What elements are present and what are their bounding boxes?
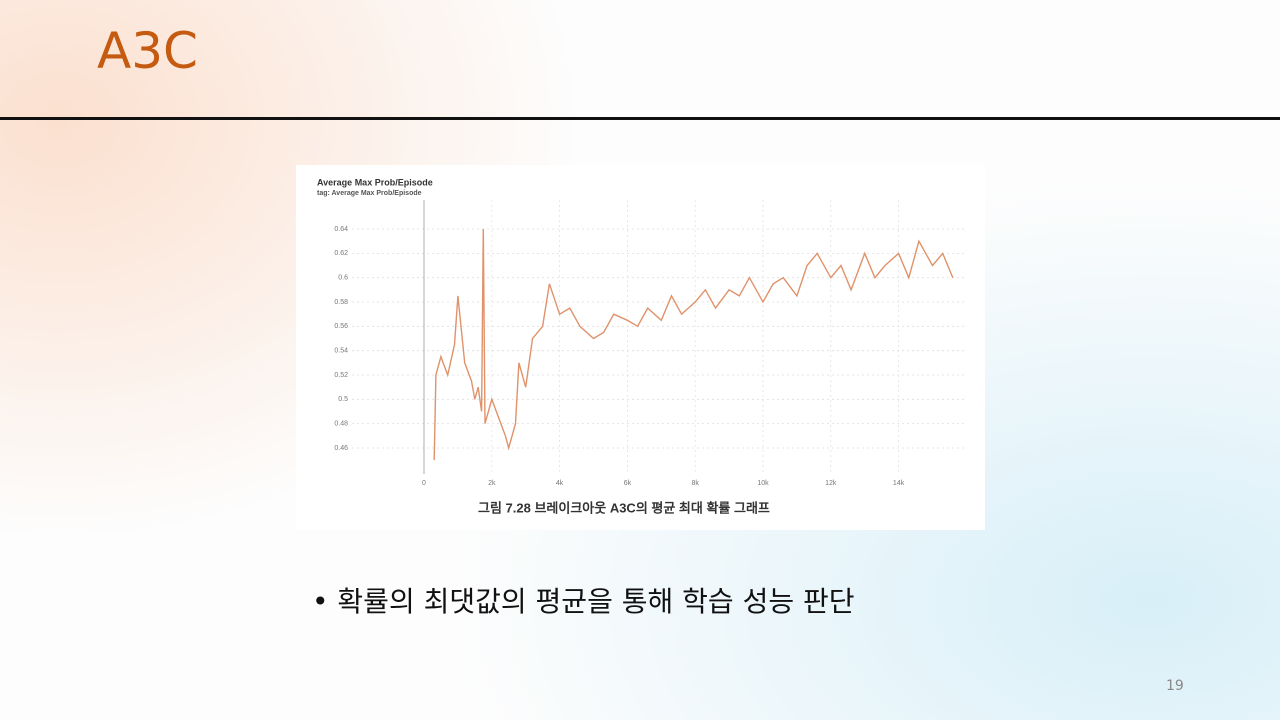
y-tick-label: 0.62: [334, 250, 348, 257]
title-rule: [0, 117, 1280, 120]
chart-subtitle: tag: Average Max Prob/Episode: [317, 190, 422, 197]
figure-caption: 그림 7.28 브레이크아웃 A3C의 평균 최대 확률 그래프: [478, 500, 770, 515]
data-line: [433, 228, 954, 461]
y-tick-label: 0.58: [334, 299, 348, 306]
x-tick-label: 12k: [825, 480, 837, 487]
x-tick-label: 2k: [488, 480, 496, 487]
chart-background: [296, 165, 985, 530]
chart-title: Average Max Prob/Episode: [317, 177, 433, 187]
slide-title: A3C: [97, 22, 198, 80]
y-tick-label: 0.48: [334, 420, 348, 427]
x-tick-label: 6k: [624, 480, 632, 487]
bullet-text: • 확률의 최댓값의 평균을 통해 학습 성능 판단: [312, 585, 855, 618]
y-tick-label: 0.52: [334, 372, 348, 379]
y-tick-label: 0.54: [334, 348, 348, 355]
y-tick-label: 0.64: [334, 226, 348, 233]
y-tick-label: 0.5: [338, 396, 348, 403]
x-tick-label: 4k: [556, 480, 564, 487]
y-tick-label: 0.6: [338, 275, 348, 282]
x-tick-label: 8k: [691, 480, 699, 487]
x-tick-label: 10k: [757, 480, 769, 487]
page-number: 19: [1166, 678, 1184, 694]
y-tick-label: 0.56: [334, 323, 348, 330]
x-tick-label: 0: [422, 480, 426, 487]
bullet-content: 확률의 최댓값의 평균을 통해 학습 성능 판단: [337, 585, 855, 618]
x-tick-label: 14k: [893, 480, 905, 487]
y-tick-label: 0.46: [334, 445, 348, 452]
